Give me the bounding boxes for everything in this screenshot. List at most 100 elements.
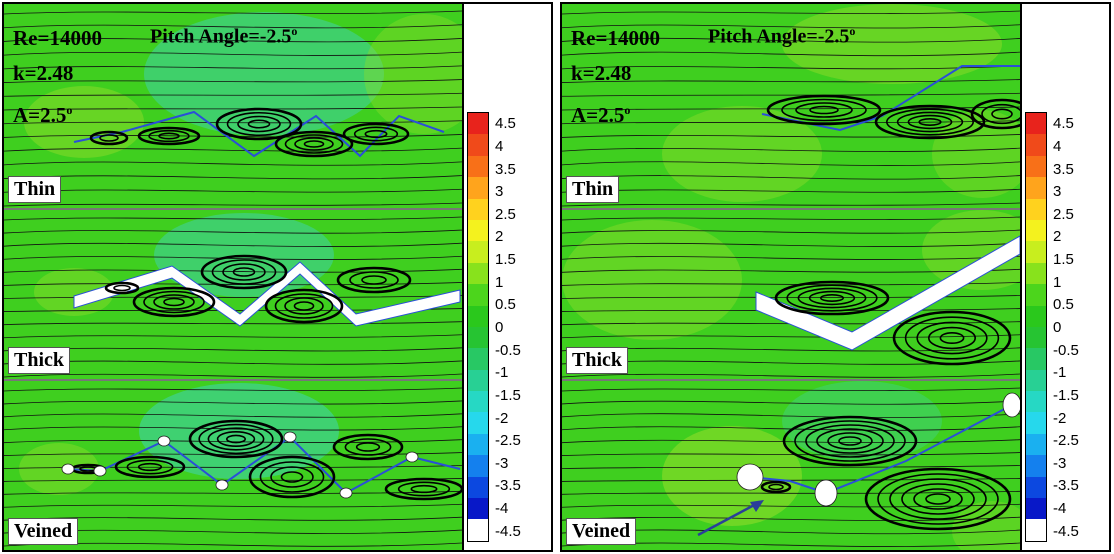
vortex-veined-l-4-1: [397, 481, 451, 497]
streamline-thin-l-8: [4, 120, 462, 125]
colorbar-swatch-right-8: [1026, 284, 1046, 306]
vortex-thick-r-0-0: [774, 280, 890, 316]
colorbar-swatches-right: [1025, 112, 1047, 542]
colorbar-tick-left-12: -1.5: [495, 386, 521, 404]
vortex-thin-l-1-0: [137, 126, 201, 146]
streamline-thick-l-8: [4, 321, 462, 326]
vortex-thin-l-2-1: [284, 134, 344, 154]
colorbar-tick-right-2: 3.5: [1053, 160, 1074, 178]
streamline-thin-l-3: [4, 51, 462, 56]
streamline-veined-l-6: [4, 465, 462, 469]
vortex-veined-l-3-1: [344, 438, 392, 456]
vortex-veined-l-0-3: [216, 430, 256, 447]
streamline-veined-r-5: [562, 452, 1020, 456]
vortex-thick-r-1-3: [927, 326, 976, 350]
streamline-thick-r-4: [562, 268, 1020, 273]
flow-field-thick-right: [562, 210, 1020, 379]
colorbar-tick-left-17: -4: [495, 500, 509, 518]
colorbar-tick-right-6: 1.5: [1053, 251, 1074, 269]
colorbar-tick-left-10: -0.5: [495, 341, 521, 359]
streamline-thick-r-6: [562, 295, 1020, 299]
vortex-thick-r-1-4: [939, 332, 965, 345]
vortex-thick-r-0-1: [786, 284, 878, 312]
colorbar-tick-right-8: 0.5: [1053, 296, 1074, 314]
vortex-veined-r-2-0: [760, 480, 792, 494]
vortex-veined-l-2-2: [137, 462, 163, 472]
vortex-thick-r-1-0: [892, 310, 1012, 366]
plot-thick-right: Thick: [562, 210, 1020, 381]
vortex-veined-l-3-2: [355, 442, 381, 452]
streamline-thin-l-10: [4, 147, 462, 152]
streamline-veined-r-4: [562, 439, 1020, 444]
vortex-veined-r-0-4: [827, 432, 873, 450]
colorbar-tick-left-5: 2: [495, 228, 504, 246]
streamline-thick-r-2: [562, 242, 1020, 247]
streamline-thin-r-3: [562, 51, 1020, 57]
colorbar-tick-right-15: -3: [1053, 454, 1067, 472]
vortex-thin-r-0-0: [766, 94, 882, 126]
vortex-thick-l-3-1: [349, 271, 399, 289]
colorbar-swatch-left-11: [468, 348, 488, 370]
contour-plots-left: Thin Thick Veined Re=14000 k=2.48 A=2.5o…: [4, 4, 462, 550]
streamline-veined-r-2: [562, 413, 1020, 418]
vortex-thin-l-0-3: [247, 119, 271, 129]
colorbar-swatch-left-17: [468, 476, 488, 499]
streamline-veined-l-1: [4, 400, 462, 405]
vortex-veined-r-1-5: [925, 493, 951, 505]
vortex-veined-l-3-0: [332, 433, 404, 461]
vein-veined-l-1: [93, 465, 107, 477]
streamline-thin-r-2: [562, 37, 1020, 43]
colorbar-swatch-left-14: [468, 412, 488, 434]
streamline-thin-l-0: [4, 10, 462, 15]
colorbar-swatch-left-0: [468, 113, 488, 135]
streamline-thick-l-2: [4, 242, 462, 247]
streamline-thin-l-1: [4, 24, 462, 29]
streamline-veined-r-10: [562, 516, 1020, 521]
vortex-veined-l-4-2: [410, 484, 438, 494]
colorbar-swatch-left-6: [468, 241, 488, 263]
flow-field-veined-left: [4, 381, 462, 550]
vein-veined-r-0: [736, 463, 764, 491]
flow-field-veined-right: [562, 381, 1020, 550]
colorbar-tick-left-8: 0.5: [495, 296, 516, 314]
amplitude-left: A=2.5o: [13, 103, 73, 127]
colorbar-ticks-left: 4.5 4 3.5 3 2.5 2 1.5 1 0.5 0 -0.5 -1 -1.5 -2 -2.5 -3 -3…: [495, 112, 551, 542]
figure-panel-left: Thin Thick Veined Re=14000 k=2.48 A=2.5o…: [2, 2, 553, 552]
vortex-thick-r-0-4: [819, 294, 844, 303]
vein-veined-l-5: [339, 487, 353, 499]
colorbar-tick-left-3: 3: [495, 183, 504, 201]
colorbar-tick-right-9: 0: [1053, 319, 1062, 336]
pitch-angle-right: Pitch Angle=-2.5o: [708, 24, 856, 48]
streamline-thin-r-4: [562, 65, 1020, 70]
colorbar-swatch-left-3: [468, 177, 488, 199]
vortex-veined-l-1-2: [270, 466, 314, 488]
colorbar-tick-left-9: 0: [495, 319, 504, 336]
streamline-thick-l-1: [4, 229, 462, 234]
case-label-veined-left: Veined: [8, 518, 79, 545]
vortex-veined-r-1-4: [913, 488, 963, 510]
vortex-thin-l-0-2: [237, 115, 281, 133]
streamline-thick-r-9: [562, 334, 1020, 339]
colorbar-ticks-right: 4.5 4 3.5 3 2.5 2 1.5 1 0.5 0 -0.5 -1 -1.5 -2 -2.5 -3 -3…: [1053, 112, 1109, 542]
pressure-blob-thick-l-1: [34, 268, 114, 316]
vortex-veined-l-4-0: [384, 477, 462, 501]
vein-veined-l-2: [157, 435, 171, 447]
streamline-veined-r-0: [562, 387, 1020, 392]
vortex-thin-r-0-2: [795, 102, 853, 118]
vortex-thin-r-1-3: [907, 114, 953, 130]
colorbar-swatch-right-15: [1026, 433, 1046, 456]
streamline-veined-l-0: [4, 387, 462, 392]
vortex-thick-l-0-3: [232, 267, 256, 277]
colorbar-swatch-right-18: [1026, 498, 1046, 520]
streamline-thick-l-4: [4, 268, 462, 273]
vortex-thick-l-1-2: [153, 294, 195, 310]
colorbar-tick-right-3: 3: [1053, 183, 1062, 201]
case-label-veined-right: Veined: [566, 518, 637, 545]
colorbar-tick-right-7: 1: [1053, 273, 1062, 291]
colorbar-tick-left-14: -2.5: [495, 432, 521, 450]
vortex-veined-r-0-1: [794, 420, 906, 462]
colorbar-swatch-right-10: [1026, 326, 1046, 349]
streamline-thick-r-1: [562, 229, 1020, 234]
pressure-blob-thick-r-0: [562, 220, 742, 340]
colorbar-swatch-left-5: [468, 219, 488, 242]
